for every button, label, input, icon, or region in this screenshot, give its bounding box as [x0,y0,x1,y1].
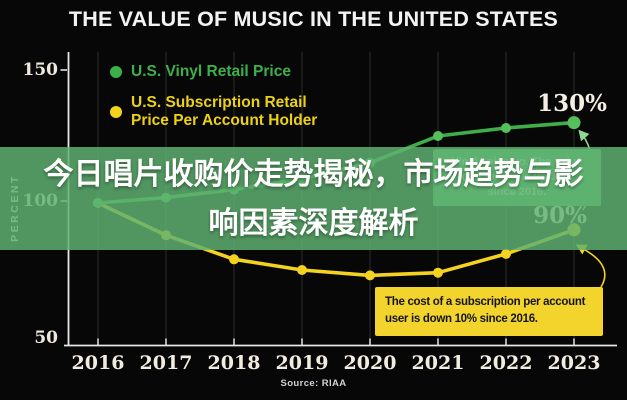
x-axis-label: 2023 [547,352,601,374]
y-tick-50: 50 [34,328,58,348]
x-axis-label: 2017 [139,352,193,374]
x-axis-label: 2021 [411,352,465,374]
x-axis-label: 2016 [71,352,125,374]
vinyl-series-dot-icon [110,65,122,78]
legend-item-subscription: U.S. Subscription Retail Price Per Accou… [110,94,317,130]
x-axis-label: 2019 [275,352,329,374]
x-axis-label: 2018 [207,352,261,374]
chart-title: THE VALUE OF MUSIC IN THE UNITED STATES [68,7,559,31]
subscription-callout-box: The cost of a subscription per account u… [375,287,603,336]
legend-item-vinyl: U.S. Vinyl Retail Price [110,63,317,81]
x-axis-label: 2022 [479,352,533,374]
chinese-text-overlay: 今日唱片收购价走势揭秘，市场趋势与影 响因素深度解析 [0,147,627,250]
legend: U.S. Vinyl Retail Price U.S. Subscriptio… [110,63,317,130]
legend-label-vinyl: U.S. Vinyl Retail Price [131,63,291,80]
legend-label-subscription: U.S. Subscription Retail Price Per Accou… [131,93,318,129]
x-axis-label: 2020 [343,352,397,374]
vinyl-endpoint-label: 130% [537,89,607,117]
overlay-headline-line2: 响因素深度解析 [208,206,419,240]
subscription-series-dot-icon [110,105,122,118]
y-tick-150: 150 [22,60,59,80]
source-attribution: Source: RIAA [280,378,347,389]
overlay-headline-line1: 今日唱片收购价走势揭秘，市场趋势与影 [43,157,584,191]
